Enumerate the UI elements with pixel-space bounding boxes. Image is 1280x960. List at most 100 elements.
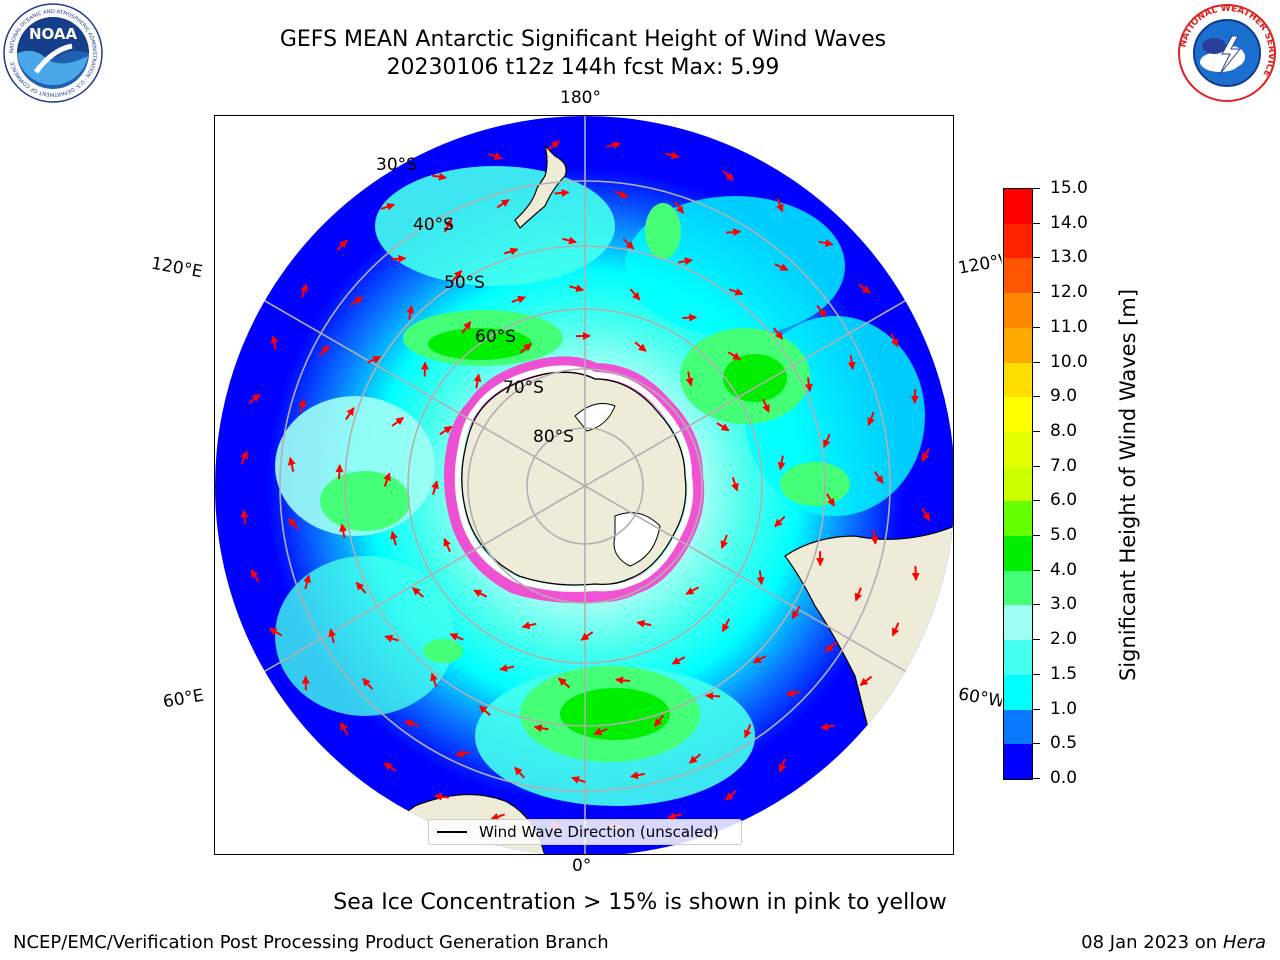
wave-direction-arrow — [910, 388, 919, 404]
lon-label-60w: 60°W — [956, 684, 1004, 712]
wave-direction-arrow — [858, 283, 871, 294]
wave-direction-arrow — [384, 634, 399, 643]
lat-label-30s: 30°S — [376, 155, 417, 175]
wave-direction-arrow — [519, 342, 532, 354]
colorbar-tick-label: 0.5 — [1050, 733, 1078, 754]
wave-direction-arrow — [726, 228, 742, 237]
wave-direction-arrow — [288, 518, 299, 531]
wave-direction-arrow — [847, 355, 856, 371]
wave-direction-arrow — [774, 515, 786, 528]
wave-direction-arrow — [820, 722, 835, 731]
wave-direction-arrow — [490, 812, 505, 821]
wave-direction-arrow — [240, 450, 248, 465]
colorbar-segment — [1004, 604, 1032, 641]
wave-direction-arrow — [443, 218, 453, 233]
wave-direction-arrow — [867, 411, 875, 426]
wave-direction-arrow — [725, 789, 737, 801]
lon-label-60e: 60°E — [161, 685, 206, 713]
wave-direction-arrow — [636, 619, 652, 628]
colorbar-tick-label: 3.0 — [1050, 594, 1078, 615]
colorbar-segment — [1004, 570, 1032, 606]
wave-direction-arrow — [729, 288, 744, 296]
colorbar-tick-label: 7.0 — [1050, 455, 1078, 476]
colorbar-label: Significant Height of Wind Waves [m] — [1116, 288, 1140, 682]
colorbar-tick — [1033, 743, 1040, 745]
wave-direction-arrow — [630, 771, 645, 780]
wave-direction-arrow — [580, 631, 594, 641]
polar-map: 30°S 40°S 50°S 60°S 70°S 80°S Wind Wave … — [214, 115, 954, 855]
wave-direction-arrow — [722, 169, 735, 181]
wave-direction-arrow — [367, 355, 382, 364]
colorbar-segment — [1004, 639, 1032, 675]
national-weather-service-logo: NATIONAL WEATHER SERVICE — [1178, 4, 1276, 102]
wave-direction-arrow — [287, 456, 296, 472]
map-subtitle-forecast: 20230106 t12z 144h fcst Max: 5.99 — [386, 55, 780, 80]
colorbar-tick — [1033, 604, 1040, 606]
wave-direction-arrow — [350, 296, 364, 306]
wave-direction-arrow — [300, 283, 308, 299]
colorbar-tick — [1033, 396, 1040, 398]
wave-direction-arrow — [682, 313, 698, 322]
wave-direction-arrow — [762, 398, 770, 413]
colorbar-tick — [1033, 292, 1040, 294]
wave-direction-arrow — [634, 341, 647, 352]
colorbar-segment — [1004, 709, 1032, 745]
wave-direction-arrow — [921, 507, 931, 522]
colorbar-tick-label: 13.0 — [1050, 247, 1088, 268]
wave-direction-arrow — [873, 471, 884, 484]
wave-direction-arrow — [496, 198, 510, 209]
wave-direction-arrow — [870, 529, 879, 545]
wave-direction-arrow — [716, 422, 730, 432]
polar-map-canvas: 30°S 40°S 50°S 60°S 70°S 80°S — [215, 116, 953, 854]
colorbar-tick — [1033, 708, 1040, 710]
legend-line-swatch — [437, 831, 467, 833]
wave-direction-arrow — [705, 692, 721, 700]
wave-direction-arrow — [380, 202, 396, 211]
lon-label-180: 180° — [560, 88, 601, 108]
footer-system: Hera — [1222, 932, 1266, 953]
wave-direction-arrow — [667, 812, 683, 820]
wave-direction-arrow — [816, 304, 827, 318]
wave-direction-arrow — [774, 263, 789, 272]
colorbar-tick-label: 1.0 — [1050, 698, 1078, 719]
colorbar-segment — [1004, 362, 1032, 398]
wave-direction-arrow — [478, 705, 491, 717]
colorbar-segment — [1004, 223, 1032, 259]
wave-direction-arrow — [685, 371, 694, 387]
colorbar-tick — [1033, 188, 1040, 189]
wave-direction-arrow — [383, 472, 391, 487]
colorbar-tick — [1033, 569, 1040, 571]
wave-direction-arrow — [785, 689, 801, 698]
colorbar-tick — [1033, 430, 1040, 432]
colorbar-tick — [1033, 326, 1040, 328]
lat-label-80s: 80°S — [533, 427, 574, 447]
noaa-logo: NOAA NATIONAL OCEANIC AND ATMOSPHERIC AD… — [3, 3, 103, 103]
colorbar-tick-label: 0.0 — [1050, 768, 1078, 788]
footer-date-text: 08 Jan 2023 on — [1081, 932, 1223, 953]
wave-direction-arrow — [430, 672, 438, 688]
lat-label-40s: 40°S — [413, 215, 454, 235]
colorbar-segment — [1004, 327, 1032, 363]
wave-direction-arrow — [455, 749, 471, 758]
wave-direction-arrow — [688, 753, 702, 764]
lon-label-120w: 120°W — [956, 251, 1004, 279]
wave-direction-arrow — [298, 398, 306, 414]
colorbar-tick — [1033, 257, 1040, 259]
wave-direction-arrow — [671, 656, 686, 665]
wave-direction-arrow — [777, 455, 786, 471]
wave-direction-arrow — [335, 464, 344, 480]
wave-direction-arrow — [533, 724, 549, 733]
wave-direction-arrow — [362, 677, 374, 690]
colorbar-tick-label: 1.5 — [1050, 663, 1078, 684]
wave-direction-arrow — [685, 586, 700, 595]
colorbar-tick — [1033, 639, 1040, 641]
wave-direction-arrow — [488, 152, 503, 160]
colorbar-tick-label: 6.0 — [1050, 490, 1078, 511]
colorbar-tick — [1033, 535, 1040, 537]
wave-direction-arrow — [449, 633, 464, 641]
colorbar-segment — [1004, 674, 1032, 710]
colorbar-tick-label: 8.0 — [1050, 420, 1078, 441]
colorbar-tick — [1033, 361, 1040, 363]
wave-direction-arrow — [606, 141, 622, 150]
wave-direction-arrow — [678, 257, 693, 266]
